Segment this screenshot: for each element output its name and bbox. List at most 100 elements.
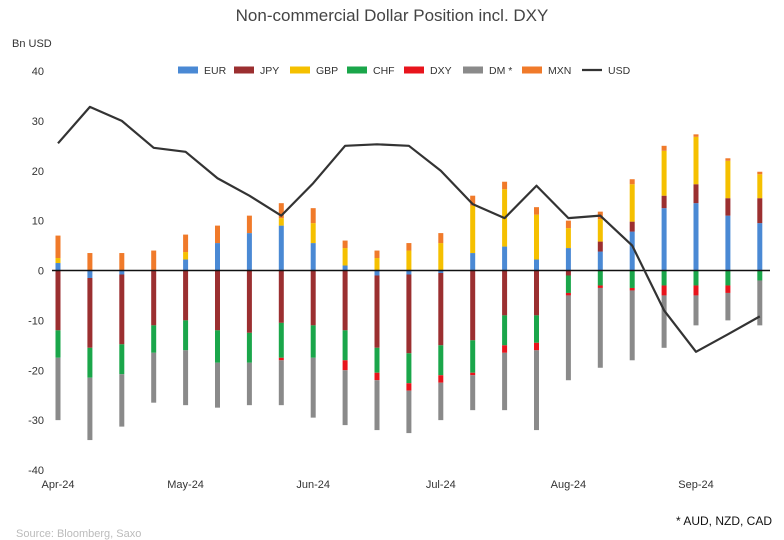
bar-segment-gbp	[693, 136, 699, 185]
bar-segment-gbp	[597, 219, 603, 242]
bar-segment-mxn	[438, 233, 444, 244]
bar-segment-eur	[55, 263, 61, 271]
bar-segment-jpy	[629, 221, 635, 232]
legend-swatch-dm	[463, 66, 483, 74]
x-tick-label: Apr-24	[41, 479, 74, 491]
bar-segment-chf	[470, 340, 476, 373]
bar-segment-dm	[502, 352, 508, 411]
bar-segment-gbp	[310, 223, 316, 244]
bar-segment-jpy	[661, 195, 667, 209]
bar-segment-jpy	[87, 277, 93, 348]
bar-segment-jpy	[246, 270, 252, 333]
bar-segment-gbp	[565, 228, 571, 249]
y-axis-unit-label: Bn USD	[12, 38, 52, 50]
bar-segment-dm	[725, 292, 731, 321]
bar-segment-dm	[342, 370, 348, 426]
bar-segment-jpy	[151, 270, 157, 326]
x-tick-label: Aug-24	[551, 479, 586, 491]
bar-segment-dm	[215, 362, 220, 408]
bar-segment-eur	[310, 243, 316, 271]
bar-segment-gbp	[406, 250, 412, 271]
bar-segment-dxy	[725, 285, 731, 293]
legend-swatch-chf	[347, 66, 367, 74]
bar-segment-gbp	[725, 160, 731, 199]
bar-segment-eur	[215, 243, 220, 271]
bar-segment-chf	[278, 322, 284, 358]
bar-segment-eur	[565, 248, 571, 271]
bar-segment-chf	[725, 270, 731, 286]
bar-segment-dm	[406, 390, 412, 434]
x-tick-label: Jun-24	[296, 479, 330, 491]
x-tick-label: Jul-24	[426, 479, 456, 491]
usd-line	[57, 105, 761, 353]
bar-segment-dm	[374, 380, 380, 431]
bar-segment-eur	[438, 270, 444, 273]
bar-segment-gbp	[55, 258, 61, 264]
bar-segment-dm	[183, 350, 189, 406]
y-tick-label: 30	[32, 116, 44, 128]
bar-segment-dm	[151, 352, 157, 403]
bar-segment-gbp	[278, 218, 284, 226]
legend-label: JPY	[260, 65, 279, 77]
bar-segment-chf	[406, 353, 412, 384]
legend: EUR JPY GBP CHF DXY DM * MXN USD	[178, 65, 631, 77]
bar-segment-jpy	[342, 270, 348, 331]
bar-segment-gbp	[470, 205, 476, 254]
bar-segment-jpy	[534, 270, 539, 316]
bar-segment-dxy	[406, 383, 412, 391]
bar-segment-dm	[438, 382, 444, 421]
bar-segment-gbp	[757, 174, 763, 199]
bar-segment-mxn	[215, 225, 220, 244]
bar-segment-jpy	[119, 274, 125, 345]
bars-group	[55, 134, 763, 441]
y-tick-label: 20	[32, 166, 44, 178]
legend-label: CHF	[373, 65, 395, 77]
bar-segment-dm	[629, 290, 635, 361]
legend-label: USD	[608, 65, 631, 77]
bar-segment-eur	[246, 233, 252, 271]
bar-segment-eur	[757, 223, 763, 271]
legend-swatch-mxn	[522, 66, 542, 74]
bar-segment-mxn	[183, 234, 189, 253]
bar-segment-dm	[693, 295, 699, 326]
bar-segment-eur	[87, 270, 93, 278]
bar-segment-mxn	[629, 179, 635, 185]
bar-segment-mxn	[119, 253, 125, 271]
bar-segment-chf	[310, 325, 316, 358]
bar-segment-jpy	[725, 198, 731, 216]
bar-segment-eur	[502, 246, 508, 271]
bar-segment-dm	[597, 287, 603, 368]
y-tick-label: -40	[28, 465, 44, 477]
bar-segment-chf	[87, 347, 93, 378]
x-tick-label: Sep-24	[678, 479, 713, 491]
bar-segment-dxy	[342, 360, 348, 371]
bar-segment-mxn	[310, 208, 316, 224]
bar-segment-chf	[374, 347, 380, 373]
bar-segment-chf	[597, 270, 603, 286]
bar-segment-eur	[183, 259, 189, 271]
legend-swatch-jpy	[234, 66, 254, 74]
bar-segment-jpy	[374, 275, 380, 348]
bar-segment-dm	[534, 350, 539, 431]
bar-segment-eur	[374, 270, 380, 276]
chart-title: Non-commercial Dollar Position incl. DXY	[235, 6, 549, 25]
bar-segment-eur	[278, 225, 284, 271]
legend-label: DM *	[489, 65, 512, 77]
bar-segment-eur	[470, 253, 476, 271]
bar-segment-mxn	[757, 171, 763, 175]
bar-segment-jpy	[310, 270, 316, 326]
bar-segment-dxy	[374, 372, 380, 381]
bar-segment-chf	[661, 270, 667, 286]
legend-label: DXY	[430, 65, 452, 77]
bar-segment-dxy	[693, 285, 699, 296]
bar-segment-chf	[151, 325, 157, 353]
bar-segment-mxn	[502, 181, 508, 190]
bar-segment-chf	[438, 345, 444, 376]
y-tick-label: 10	[32, 216, 44, 228]
bar-segment-mxn	[55, 235, 61, 259]
bar-segment-gbp	[629, 184, 635, 222]
bar-segment-mxn	[342, 240, 348, 249]
bar-segment-dxy	[438, 375, 444, 383]
legend-label: MXN	[548, 65, 571, 77]
bar-segment-eur	[661, 208, 667, 271]
